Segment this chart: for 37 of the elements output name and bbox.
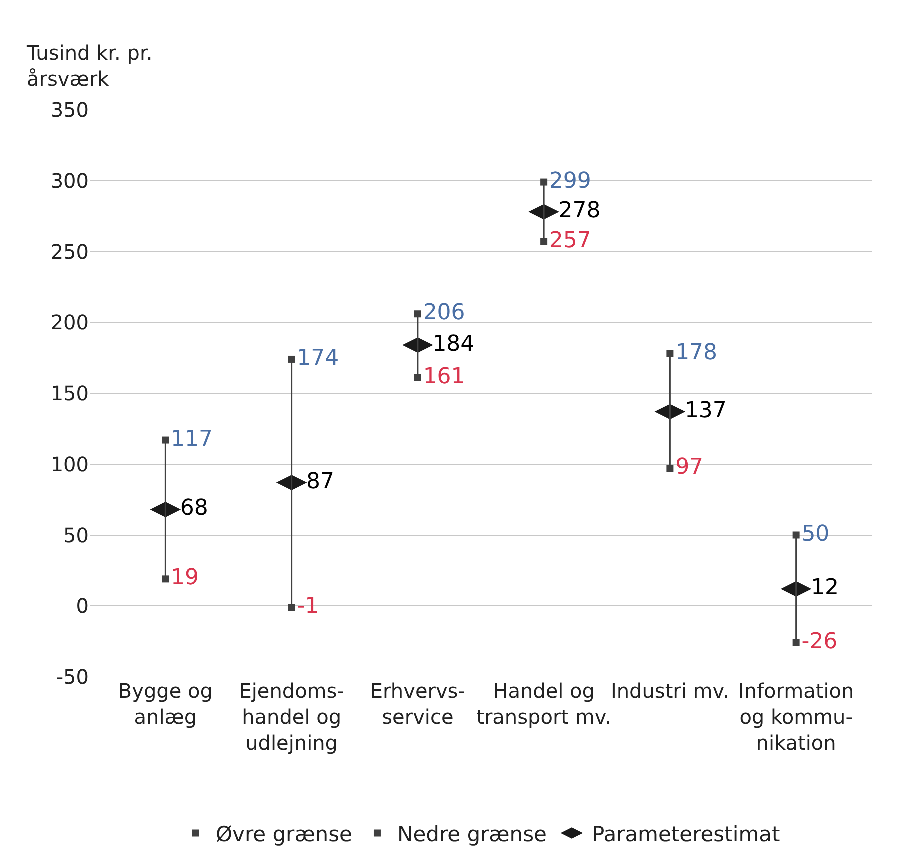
data-label: 184	[432, 332, 475, 357]
data-label: 257	[549, 228, 592, 254]
data-label: 278	[558, 198, 601, 224]
data-label: 12	[811, 576, 840, 601]
data-label: 117	[171, 426, 214, 452]
y-tick-label: 100	[50, 452, 89, 476]
data-label: 174	[297, 346, 340, 371]
data-label: 206	[423, 300, 466, 326]
legend-label: Øvre grænse	[216, 822, 352, 846]
x-tick-label: Information og kommu- nikation	[738, 679, 854, 755]
y-tick-label: 50	[64, 523, 89, 548]
y-tick-label: 150	[50, 382, 89, 406]
y-tick-label: 200	[50, 310, 89, 335]
x-tick-label: Industri mv.	[610, 679, 730, 703]
x-tick-label: Erhvervs- service	[370, 679, 466, 729]
legend-label: Nedre grænse	[397, 822, 547, 846]
data-label: 137	[684, 398, 727, 424]
data-label: -1	[297, 594, 320, 620]
data-label: 178	[676, 340, 718, 366]
data-label: 299	[549, 168, 592, 194]
data-label: 97	[676, 455, 704, 480]
y-tick-label: 300	[50, 168, 89, 193]
y-tick-label: 350	[50, 98, 89, 122]
data-label: -26	[802, 629, 838, 654]
data-label: 161	[423, 364, 466, 390]
data-label: 87	[306, 469, 335, 494]
data-label: 19	[171, 566, 200, 591]
x-tick-label: Ejendoms- handel og udlejning	[239, 679, 344, 755]
y-axis-title: Tusind kr. pr. årsværk	[26, 41, 153, 91]
y-tick-label: 0	[76, 594, 89, 618]
y-tick-label: -50	[56, 665, 89, 689]
y-tick-label: 250	[50, 240, 89, 264]
data-label: 68	[180, 496, 208, 522]
x-tick-label: Handel og transport mv.	[476, 679, 612, 729]
data-label: 50	[802, 522, 830, 547]
x-tick-label: Bygge og anlæg	[118, 679, 213, 729]
legend-label: Parameterestimat	[592, 822, 780, 846]
